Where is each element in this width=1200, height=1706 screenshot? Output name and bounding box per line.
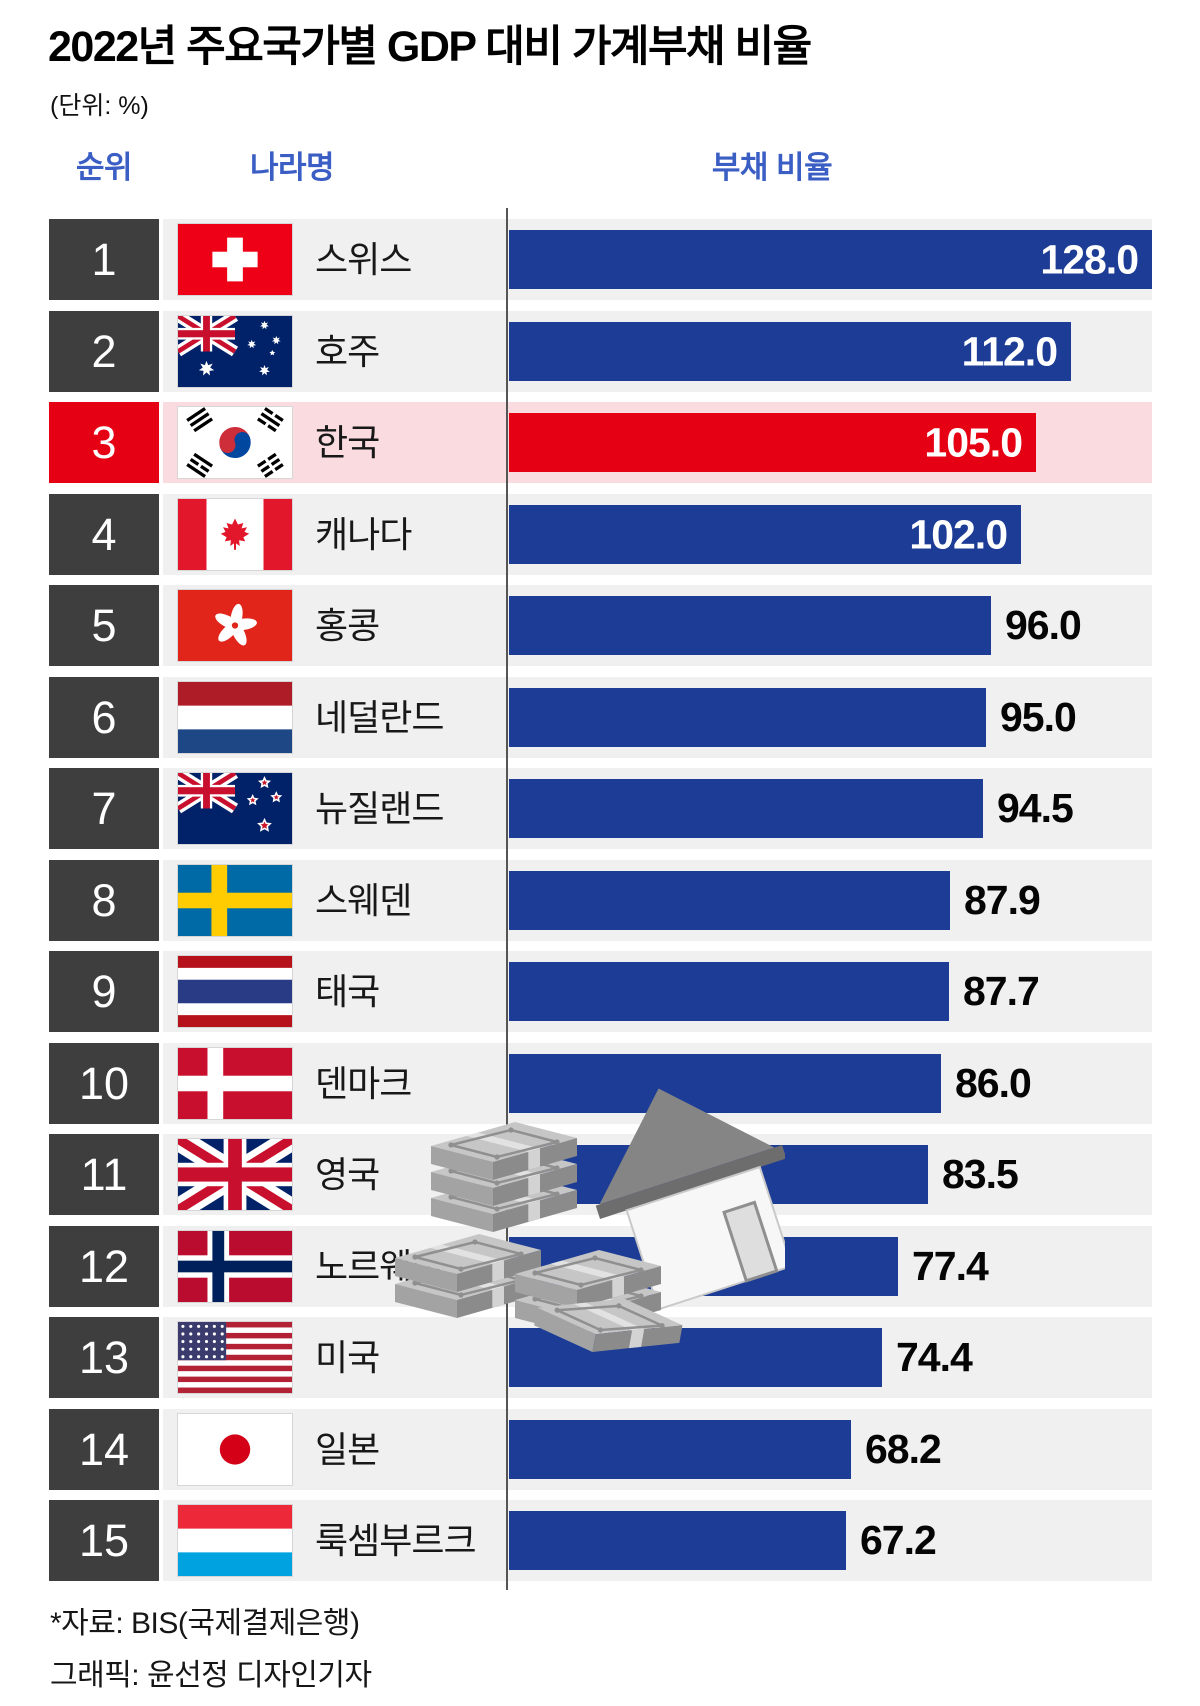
sweden-flag-icon <box>177 864 293 937</box>
debt-ratio-bar <box>509 779 983 838</box>
switzerland-flag-icon <box>177 223 293 296</box>
rank-badge: 9 <box>49 951 159 1032</box>
rank-badge: 11 <box>49 1134 159 1215</box>
norway-flag-icon <box>177 1230 293 1303</box>
debt-ratio-bar: 105.0 <box>509 413 1036 472</box>
rank-badge: 8 <box>49 860 159 941</box>
rank-badge: 7 <box>49 768 159 849</box>
column-header-country: 나라명 <box>249 150 335 185</box>
bar-value-label: 77.4 <box>912 1243 989 1289</box>
debt-ratio-bar <box>509 688 986 747</box>
column-header-rank: 순위 <box>75 150 133 185</box>
bar-value-label: 105.0 <box>924 419 1023 465</box>
country-name: 홍콩 <box>315 605 380 646</box>
denmark-flag-icon <box>177 1047 293 1120</box>
country-name: 한국 <box>315 422 380 463</box>
bar-value-label: 95.0 <box>1000 694 1077 740</box>
debt-ratio-bar <box>509 1054 941 1113</box>
source-note: *자료: BIS(국제결제은행) <box>50 1607 360 1640</box>
chart-axis-line <box>506 208 508 1590</box>
bar-value-label: 67.2 <box>860 1517 937 1563</box>
rank-badge: 10 <box>49 1043 159 1124</box>
country-name: 네덜란드 <box>315 697 444 738</box>
new-zealand-flag-icon <box>177 772 293 845</box>
country-name: 미국 <box>315 1337 380 1378</box>
country-name: 룩셈부르크 <box>315 1520 477 1561</box>
country-name: 뉴질랜드 <box>315 788 444 829</box>
rank-badge: 2 <box>49 311 159 392</box>
bar-value-label: 87.7 <box>963 968 1040 1014</box>
country-name: 캐나다 <box>315 514 412 555</box>
country-name: 덴마크 <box>315 1063 412 1104</box>
unit-label: (단위: %) <box>50 92 149 120</box>
netherlands-flag-icon <box>177 681 293 754</box>
australia-flag-icon <box>177 315 293 388</box>
credit-note: 그래픽: 윤선정 디자인기자 <box>50 1659 372 1692</box>
bar-value-label: 112.0 <box>961 328 1058 374</box>
country-name: 스위스 <box>315 239 412 280</box>
rank-badge: 6 <box>49 677 159 758</box>
debt-ratio-bar <box>509 871 950 930</box>
country-name: 호주 <box>315 331 380 372</box>
south-korea-flag-icon <box>177 406 293 479</box>
page-title: 2022년 주요국가별 GDP 대비 가계부채 비율 <box>48 23 812 71</box>
bar-value-label: 102.0 <box>909 511 1008 557</box>
country-name: 태국 <box>315 971 380 1012</box>
rank-badge: 15 <box>49 1500 159 1581</box>
canada-flag-icon <box>177 498 293 571</box>
rank-badge: 14 <box>49 1409 159 1490</box>
country-name: 영국 <box>315 1154 380 1195</box>
rank-badge: 3 <box>49 402 159 483</box>
thailand-flag-icon <box>177 955 293 1028</box>
bar-value-label: 94.5 <box>997 785 1074 831</box>
rank-badge: 1 <box>49 219 159 300</box>
japan-flag-icon <box>177 1413 293 1486</box>
bar-value-label: 83.5 <box>942 1151 1019 1197</box>
bar-value-label: 68.2 <box>865 1426 942 1472</box>
house-money-illustration <box>395 1088 785 1352</box>
bar-value-label: 128.0 <box>1040 236 1139 282</box>
bar-value-label: 86.0 <box>955 1060 1032 1106</box>
debt-ratio-bar <box>509 1420 851 1479</box>
debt-ratio-bar <box>509 1511 846 1570</box>
country-name: 일본 <box>315 1429 380 1470</box>
bar-value-label: 87.9 <box>964 877 1041 923</box>
rank-badge: 13 <box>49 1317 159 1398</box>
debt-ratio-bar: 102.0 <box>509 505 1021 564</box>
rank-badge: 4 <box>49 494 159 575</box>
luxembourg-flag-icon <box>177 1504 293 1577</box>
rank-badge: 5 <box>49 585 159 666</box>
united-kingdom-flag-icon <box>177 1138 293 1211</box>
united-states-flag-icon <box>177 1321 293 1394</box>
column-header-ratio: 부채 비율 <box>711 150 833 185</box>
debt-ratio-bar: 112.0 <box>509 322 1071 381</box>
bar-value-label: 96.0 <box>1005 602 1082 648</box>
debt-ratio-bar <box>509 596 991 655</box>
debt-ratio-bar: 128.0 <box>509 230 1152 289</box>
bar-value-label: 74.4 <box>896 1334 973 1380</box>
hong-kong-flag-icon <box>177 589 293 662</box>
country-name: 스웨덴 <box>315 880 412 921</box>
debt-ratio-bar <box>509 962 949 1021</box>
rank-badge: 12 <box>49 1226 159 1307</box>
